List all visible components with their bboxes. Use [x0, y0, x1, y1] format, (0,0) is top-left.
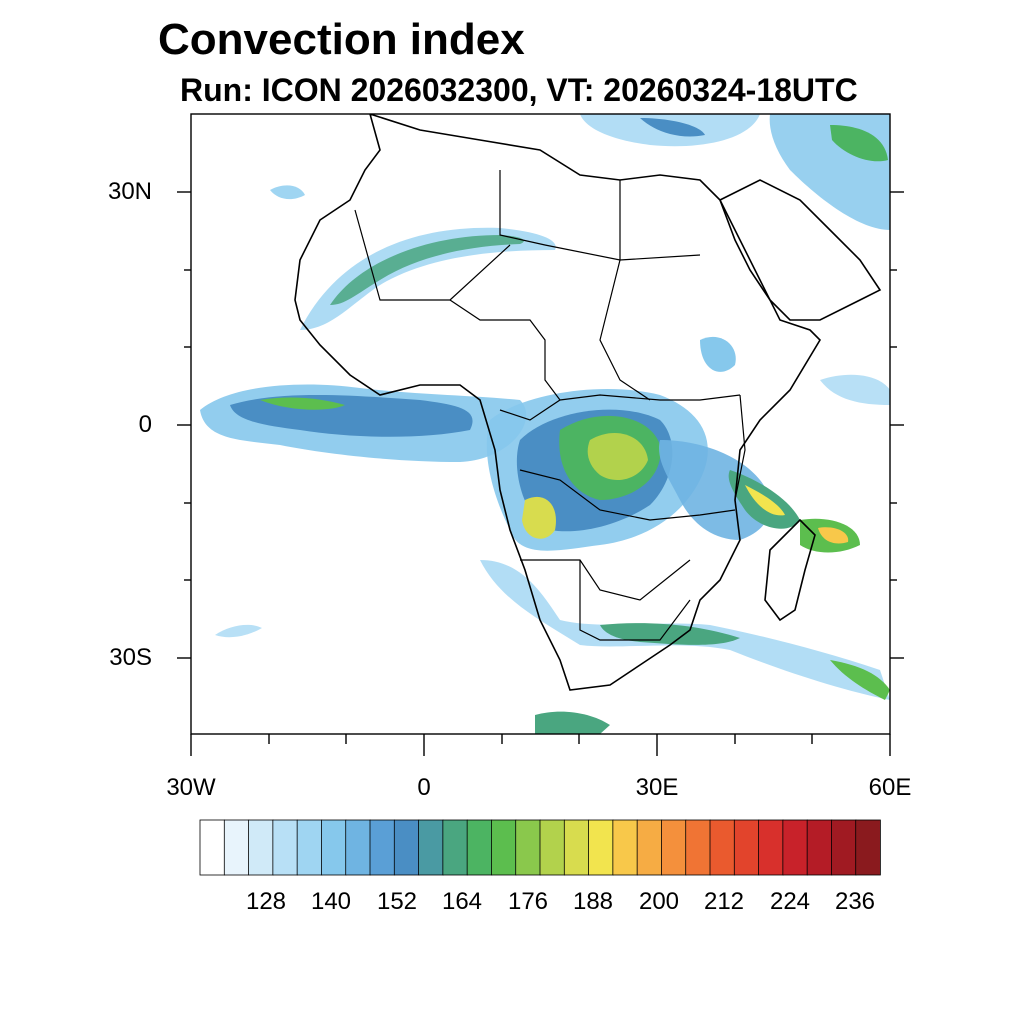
- colorbar-label: 188: [572, 888, 614, 915]
- coastlines: [294, 114, 882, 691]
- axis-ticks: [177, 191, 904, 756]
- colorbar-swatch: [588, 819, 614, 876]
- y-label-0: 0: [138, 411, 152, 438]
- madagascar-north-peak: [818, 527, 849, 544]
- colorbar: [199, 819, 881, 876]
- colorbar-swatch: [758, 819, 784, 876]
- colorbar-swatch: [491, 819, 517, 876]
- border-egypt-sudan: [599, 180, 651, 401]
- y-label-30n: 30N: [107, 178, 152, 205]
- colorbar-swatch: [248, 819, 274, 876]
- y-label-30s: 30S: [109, 644, 152, 671]
- colorbar-label: 200: [638, 888, 680, 915]
- colorbar-swatch: [612, 819, 638, 876]
- canary-patch: [270, 185, 305, 200]
- colorbar-swatch: [636, 819, 663, 876]
- border-namibia-botswana: [520, 559, 691, 601]
- border-south-africa: [579, 560, 691, 641]
- colorbar-swatch: [515, 819, 541, 876]
- colorbar-label: 236: [834, 888, 876, 915]
- indian-ocean-streak: [830, 660, 890, 700]
- colorbar-swatch: [733, 819, 760, 876]
- east-africa-peak: [745, 485, 785, 516]
- middle-east-outer: [769, 114, 890, 230]
- congo-peak: [587, 432, 648, 480]
- colorbar-swatch: [709, 819, 736, 876]
- colorbar-label: 212: [703, 888, 745, 915]
- colorbar-swatch: [782, 819, 808, 876]
- colorbar-swatch: [563, 819, 590, 876]
- colorbar-label: 164: [441, 888, 483, 915]
- map-frame: [190, 113, 891, 735]
- mediterranean-core: [640, 118, 705, 137]
- border-west-sahara: [354, 209, 511, 301]
- colorbar-label: 140: [310, 888, 352, 915]
- map-subtitle: Run: ICON 2026032300, VT: 20260324-18UTC: [180, 72, 858, 108]
- colorbar-swatch: [806, 819, 833, 876]
- border-central: [499, 394, 741, 421]
- x-label-30w: 30W: [166, 774, 216, 801]
- x-label-30e: 30E: [635, 774, 679, 801]
- colorbar-swatch: [855, 819, 881, 876]
- colorbar-swatch: [466, 819, 493, 876]
- atlantic-patch: [215, 624, 262, 638]
- colorbar-swatch: [661, 819, 687, 876]
- colorbar-swatch: [345, 819, 371, 876]
- colorbar-swatch: [393, 819, 420, 876]
- colorbar-swatch: [296, 819, 323, 876]
- ethiopia-cell: [700, 336, 736, 372]
- border-libya-chad: [499, 170, 701, 261]
- arabia-outline: [718, 179, 882, 321]
- sahara-band-core: [330, 235, 524, 305]
- cape-cell: [535, 711, 610, 734]
- colorbar-swatch: [199, 819, 226, 876]
- colorbar-label: 128: [245, 888, 287, 915]
- colorbar-swatch: [831, 819, 857, 876]
- colorbar-swatch: [685, 819, 711, 876]
- colorbar-swatch: [442, 819, 468, 876]
- colorbar-swatch: [321, 819, 347, 876]
- africa-coastline: [294, 114, 822, 691]
- border-kenya: [734, 394, 746, 501]
- colorbar-label: 152: [376, 888, 418, 915]
- country-borders: [354, 170, 746, 641]
- border-drc-south: [519, 469, 736, 521]
- convection-field: [200, 114, 890, 734]
- angola-peak: [522, 496, 556, 539]
- colorbar-swatch: [272, 819, 298, 876]
- madagascar-outline: [764, 518, 816, 622]
- colorbar-swatch: [539, 819, 566, 876]
- x-label-0: 0: [417, 774, 431, 801]
- colorbar-swatch: [418, 819, 444, 876]
- colorbar-swatch: [223, 819, 250, 876]
- x-label-60e: 60E: [868, 774, 912, 801]
- colorbar-label: 176: [507, 888, 549, 915]
- colorbar-swatch: [369, 819, 396, 876]
- border-niger-nigeria: [449, 299, 561, 401]
- itcz-band-core: [260, 397, 345, 410]
- middle-east-core: [830, 125, 888, 162]
- map-title: Convection index: [158, 15, 525, 64]
- arabian-sea-patch: [820, 374, 890, 405]
- colorbar-label: 224: [769, 888, 811, 915]
